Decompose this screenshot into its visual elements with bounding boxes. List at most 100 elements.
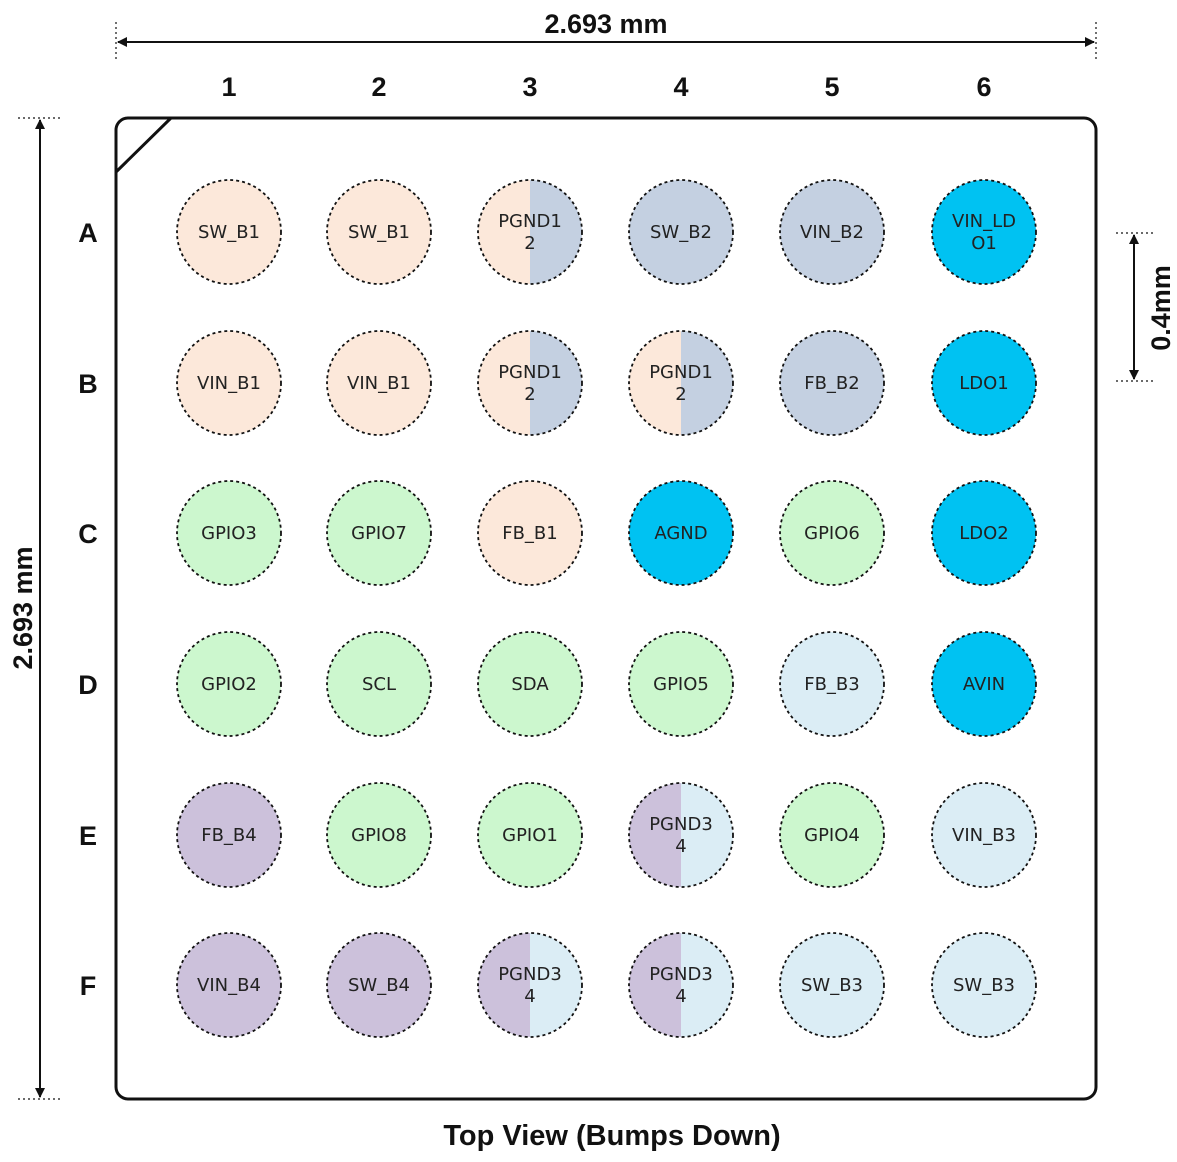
ball-label: SW_B3 [953, 975, 1015, 996]
column-header-2: 2 [371, 72, 386, 102]
ball-A5: VIN_B2 [779, 179, 885, 285]
pitch-dimension: 0.4mm [1116, 232, 1176, 382]
ball-label: VIN_B2 [800, 222, 864, 243]
row-header-B: B [78, 369, 98, 399]
ball-D4: GPIO5 [628, 631, 734, 737]
ball-A4: SW_B2 [628, 179, 734, 285]
ball-C1: GPIO3 [176, 480, 282, 586]
ball-label: SCL [362, 674, 396, 695]
ball-label: 2 [524, 384, 535, 405]
column-header-1: 1 [221, 72, 236, 102]
ball-label: AVIN [963, 674, 1005, 695]
ball-E2: GPIO8 [326, 782, 432, 888]
ball-label: PGND1 [498, 362, 562, 383]
row-header-E: E [79, 821, 97, 851]
row-headers: A B C D E F [78, 218, 98, 1001]
ball-label: VIN_B1 [197, 373, 261, 394]
width-dimension: 2.693 mm [115, 9, 1097, 60]
ball-label: SW_B1 [348, 222, 410, 243]
ball-A6: VIN_LDO1 [931, 179, 1037, 285]
row-header-A: A [78, 218, 98, 248]
row-header-C: C [78, 519, 98, 549]
ball-label: SW_B2 [650, 222, 712, 243]
ball-label: PGND1 [498, 211, 562, 232]
ball-label: GPIO7 [351, 523, 407, 544]
column-header-3: 3 [522, 72, 537, 102]
ball-label: 4 [675, 836, 686, 857]
ball-B6: LDO1 [931, 330, 1037, 436]
column-header-5: 5 [824, 72, 839, 102]
ball-D3: SDA [477, 631, 583, 737]
ball-label: VIN_B1 [347, 373, 411, 394]
ball-E6: VIN_B3 [931, 782, 1037, 888]
column-header-6: 6 [976, 72, 991, 102]
ball-A1: SW_B1 [176, 179, 282, 285]
ball-label: FB_B1 [502, 523, 558, 544]
ball-E3: GPIO1 [477, 782, 583, 888]
ball-label: FB_B3 [804, 674, 860, 695]
ball-E1: FB_B4 [176, 782, 282, 888]
ball-C6: LDO2 [931, 480, 1037, 586]
ball-label: PGND3 [498, 964, 562, 985]
caption: Top View (Bumps Down) [443, 1120, 780, 1152]
ball-label: SW_B1 [198, 222, 260, 243]
column-headers: 1 2 3 4 5 6 [221, 72, 991, 102]
ball-label: FB_B4 [201, 825, 257, 846]
row-header-F: F [80, 971, 97, 1001]
ball-A2: SW_B1 [326, 179, 432, 285]
ball-label: 4 [524, 986, 535, 1007]
ball-D1: GPIO2 [176, 631, 282, 737]
ball-B2: VIN_B1 [326, 330, 432, 436]
ball-label: VIN_B3 [952, 825, 1016, 846]
ball-label: 4 [675, 986, 686, 1007]
ball-C4: AGND [628, 480, 734, 586]
pitch-label: 0.4mm [1146, 265, 1176, 351]
ball-label: SDA [511, 674, 549, 695]
ball-D6: AVIN [931, 631, 1037, 737]
ball-label: GPIO6 [804, 523, 860, 544]
pin1-corner-marker [114, 116, 173, 174]
ball-label: VIN_LD [952, 211, 1016, 232]
ball-D2: SCL [326, 631, 432, 737]
ball-F1: VIN_B4 [176, 932, 282, 1038]
ball-label: 2 [524, 233, 535, 254]
ball-label: PGND3 [649, 964, 713, 985]
height-dimension: 2.693 mm [8, 117, 62, 1100]
height-label: 2.693 mm [8, 546, 38, 669]
ball-D5: FB_B3 [779, 631, 885, 737]
ball-C5: GPIO6 [779, 480, 885, 586]
ball-label: FB_B2 [804, 373, 860, 394]
ball-label: GPIO1 [502, 825, 558, 846]
ball-label: LDO1 [959, 373, 1009, 394]
ball-label: LDO2 [959, 523, 1009, 544]
ball-label: GPIO2 [201, 674, 257, 695]
ball-F2: SW_B4 [326, 932, 432, 1038]
ball-E5: GPIO4 [779, 782, 885, 888]
ball-B5: FB_B2 [779, 330, 885, 436]
ball-label: PGND1 [649, 362, 713, 383]
width-label: 2.693 mm [544, 9, 667, 39]
ball-label: PGND3 [649, 814, 713, 835]
column-header-4: 4 [673, 72, 688, 102]
ball-F6: SW_B3 [931, 932, 1037, 1038]
ball-label: GPIO5 [653, 674, 709, 695]
ball-label: GPIO8 [351, 825, 407, 846]
ball-label: GPIO4 [804, 825, 860, 846]
ball-C2: GPIO7 [326, 480, 432, 586]
ball-label: GPIO3 [201, 523, 257, 544]
ball-label: VIN_B4 [197, 975, 261, 996]
ball-F5: SW_B3 [779, 932, 885, 1038]
ball-C3: FB_B1 [477, 480, 583, 586]
ball-B1: VIN_B1 [176, 330, 282, 436]
ball-label: SW_B3 [801, 975, 863, 996]
ball-label: 2 [675, 384, 686, 405]
ball-label: AGND [654, 523, 707, 544]
